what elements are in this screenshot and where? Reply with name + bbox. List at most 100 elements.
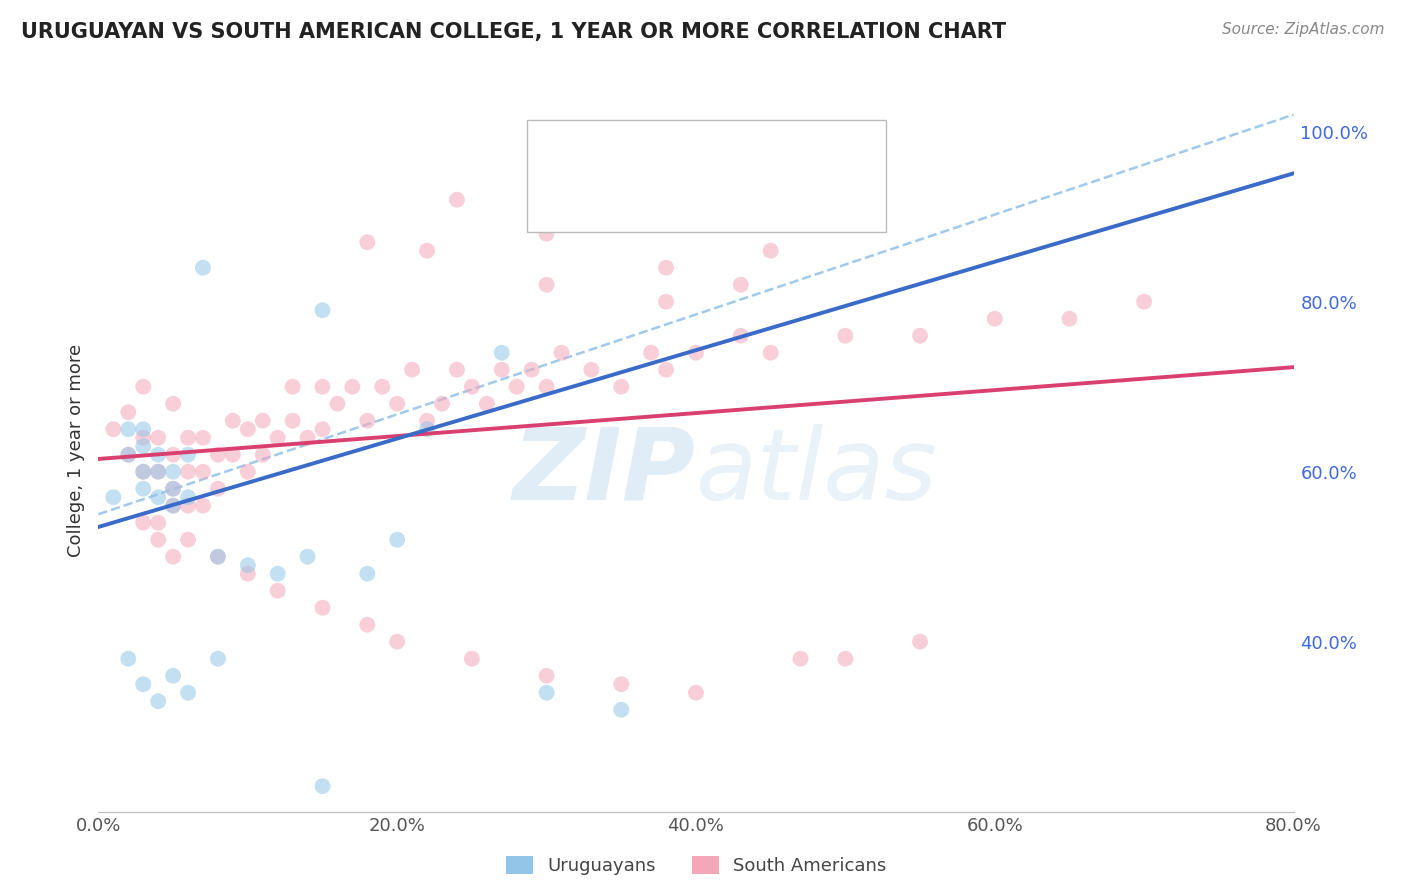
Point [311, 380, 333, 394]
Point [759, 244, 782, 258]
Text: 0.246: 0.246 [638, 146, 690, 164]
Point [177, 499, 200, 513]
Y-axis label: College, 1 year or more: College, 1 year or more [66, 344, 84, 557]
Point [207, 549, 229, 564]
Point [356, 566, 378, 581]
Point [326, 397, 349, 411]
Point [162, 482, 184, 496]
Text: R =: R = [593, 190, 633, 208]
Point [267, 431, 290, 445]
Point [191, 431, 214, 445]
Point [730, 328, 752, 343]
Point [834, 651, 856, 665]
Point [132, 482, 155, 496]
Point [610, 380, 633, 394]
Point [132, 465, 155, 479]
Point [581, 362, 603, 376]
Point [117, 651, 139, 665]
Point [416, 422, 439, 436]
Point [132, 677, 155, 691]
Point [148, 490, 170, 504]
Point [297, 431, 319, 445]
Point [685, 686, 707, 700]
Point [685, 345, 707, 359]
Point [281, 380, 304, 394]
Point [416, 414, 439, 428]
Point [655, 294, 678, 309]
Point [148, 694, 170, 708]
Point [356, 235, 378, 250]
Point [491, 362, 513, 376]
Point [430, 397, 453, 411]
Point [610, 703, 633, 717]
Point [177, 490, 200, 504]
Point [162, 397, 184, 411]
Point [356, 617, 378, 632]
Point [491, 345, 513, 359]
Point [117, 448, 139, 462]
Point [132, 516, 155, 530]
FancyBboxPatch shape [548, 182, 583, 216]
Point [342, 380, 364, 394]
Point [461, 651, 484, 665]
Point [177, 431, 200, 445]
Point [236, 566, 259, 581]
Point [908, 328, 931, 343]
Point [103, 490, 125, 504]
Point [177, 465, 200, 479]
Point [117, 422, 139, 436]
Point [267, 583, 290, 598]
Point [207, 549, 229, 564]
Point [162, 448, 184, 462]
Point [446, 362, 468, 376]
Point [162, 499, 184, 513]
Point [177, 686, 200, 700]
Point [984, 311, 1007, 326]
Point [267, 566, 290, 581]
Point [177, 533, 200, 547]
Text: Source: ZipAtlas.com: Source: ZipAtlas.com [1222, 22, 1385, 37]
Point [236, 465, 259, 479]
Point [446, 193, 468, 207]
Point [356, 414, 378, 428]
Point [401, 362, 423, 376]
Point [103, 422, 125, 436]
Point [536, 227, 558, 241]
Point [1059, 311, 1081, 326]
Point [148, 533, 170, 547]
Point [207, 448, 229, 462]
Point [222, 414, 245, 428]
Text: 32: 32 [758, 146, 780, 164]
Point [162, 669, 184, 683]
Point [385, 397, 409, 411]
Text: N =: N = [713, 146, 754, 164]
Point [371, 380, 394, 394]
Point [311, 779, 333, 793]
Point [1133, 294, 1156, 309]
Point [177, 448, 200, 462]
Point [536, 277, 558, 292]
Point [475, 397, 498, 411]
Point [252, 448, 274, 462]
Point [297, 549, 319, 564]
Point [385, 634, 409, 648]
Point [655, 260, 678, 275]
Point [655, 362, 678, 376]
Point [191, 499, 214, 513]
Point [117, 405, 139, 419]
Point [252, 414, 274, 428]
FancyBboxPatch shape [548, 138, 583, 172]
Text: ZIP: ZIP [513, 424, 696, 521]
Point [207, 651, 229, 665]
Point [148, 448, 170, 462]
Point [148, 516, 170, 530]
Point [148, 465, 170, 479]
Point [222, 448, 245, 462]
Point [191, 260, 214, 275]
Text: 0.165: 0.165 [638, 190, 690, 208]
Point [311, 600, 333, 615]
Point [834, 328, 856, 343]
Point [281, 414, 304, 428]
Point [640, 345, 662, 359]
Point [550, 345, 572, 359]
